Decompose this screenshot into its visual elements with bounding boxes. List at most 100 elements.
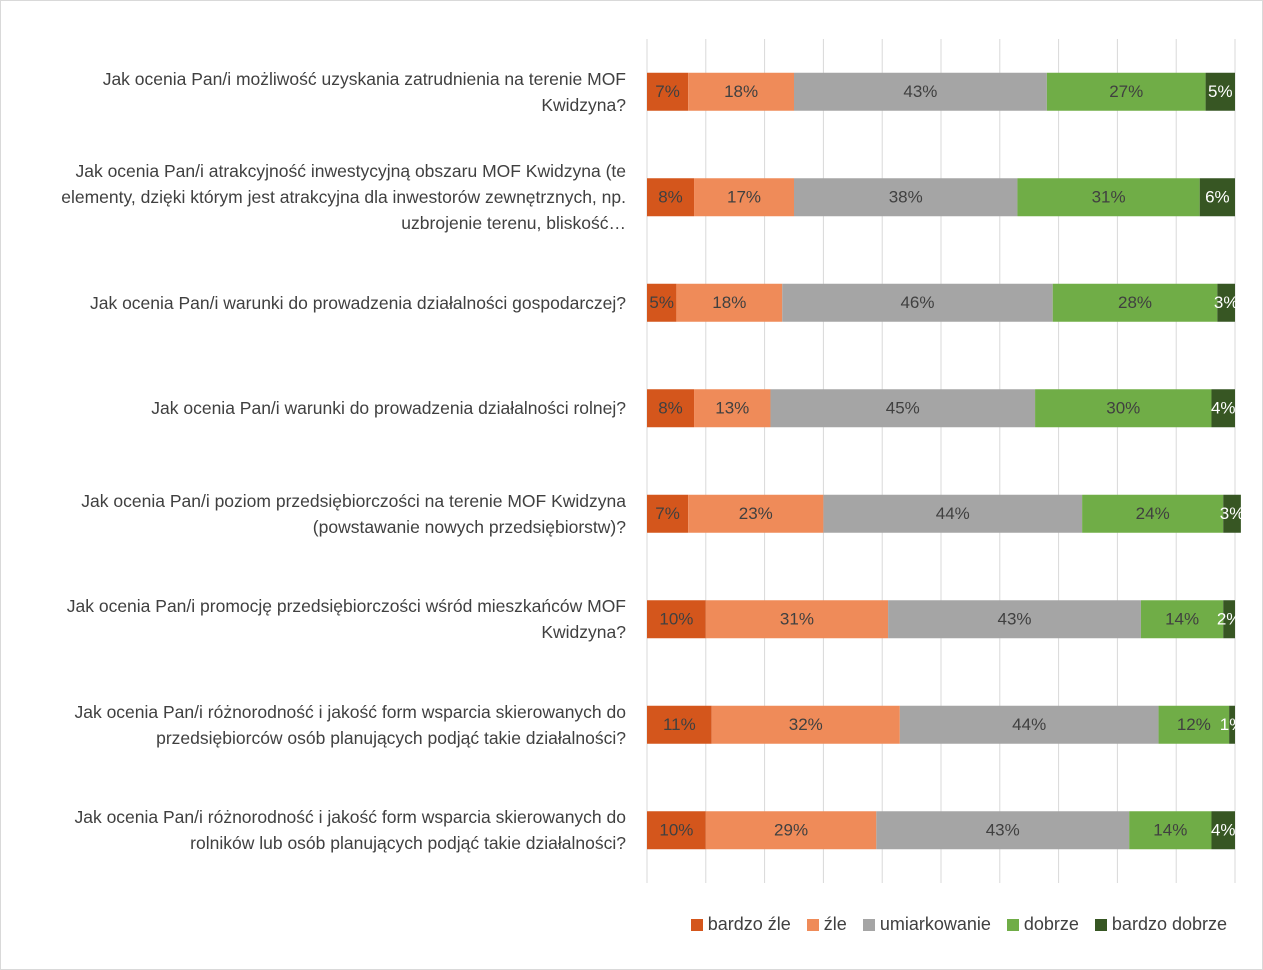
value-label: 29% [774,821,808,840]
bar-segment [770,389,1036,428]
bar-segment [647,600,706,639]
bar-segment [647,494,689,533]
bar-segment [711,705,900,744]
value-label: 18% [724,82,758,101]
value-label: 18% [712,293,746,312]
legend-label: umiarkowanie [879,914,991,934]
value-label: 38% [889,188,923,207]
bar-segment [647,705,712,744]
legend: bardzo źle źle umiarkowanie dobrze bardzo do… [1,914,1262,935]
value-label: 12% [1177,715,1211,734]
bar-segment [1046,72,1206,111]
bar-segment [782,283,1053,322]
value-label: 1% [1220,715,1245,734]
bar-segment [647,72,689,111]
value-label: 43% [986,821,1020,840]
bar-segment [688,494,824,533]
bar-segment [1129,811,1212,850]
bar-segment [888,600,1141,639]
category-label: Jak ocenia Pan/i promocję przedsiębiorcz… [66,596,626,643]
value-label: 24% [1136,504,1170,523]
bar-segment [1035,389,1212,428]
legend-swatch [806,918,819,931]
value-label: 10% [659,821,693,840]
bar-segment [1223,494,1241,533]
value-label: 46% [900,293,934,312]
value-label: 7% [655,82,680,101]
bar-segment [688,72,794,111]
bar-segment [676,283,783,322]
bar-segment [1140,600,1224,639]
value-label: 31% [780,610,814,629]
category-label: Jak ocenia Pan/i atrakcyjność inwestycyj… [61,161,626,234]
legend-item: bardzo źle [690,914,791,935]
bar-segment [876,811,1130,850]
value-label: 17% [727,188,761,207]
legend-label: bardzo źle [707,914,791,934]
value-label: 32% [789,715,823,734]
value-label: 2% [1217,610,1242,629]
bar-segment [694,178,794,217]
bar-segment [1017,178,1200,217]
legend-swatch [1094,918,1107,931]
value-label: 8% [658,188,683,207]
legend-item: dobrze [1006,914,1079,935]
bar-segment [1223,600,1235,639]
bar-segment [1082,494,1224,533]
legend-label: bardzo dobrze [1111,914,1227,934]
value-label: 5% [649,293,674,312]
bar-segment [647,389,695,428]
value-label: 14% [1153,821,1187,840]
value-label: 4% [1211,821,1236,840]
legend-swatch [1006,918,1019,931]
bar-segment [1211,389,1235,428]
category-label: Jak ocenia Pan/i możliwość uzyskania zat… [102,68,626,115]
value-label: 3% [1214,293,1239,312]
bar-segment [1211,811,1235,850]
legend-swatch [690,918,703,931]
bar-segment [1199,178,1235,217]
value-label: 3% [1220,504,1245,523]
value-label: 10% [659,610,693,629]
legend-label: dobrze [1023,914,1079,934]
value-label: 8% [658,399,683,418]
value-label: 43% [997,610,1031,629]
category-label: Jak ocenia Pan/i warunki do prowadzenia … [89,292,626,313]
bar-segment [647,178,695,217]
bar-segment [823,494,1083,533]
category-label: Jak ocenia Pan/i poziom przedsiębiorczoś… [81,490,626,537]
category-label: Jak ocenia Pan/i różnorodność i jakość f… [74,701,626,748]
legend-item: bardzo dobrze [1094,914,1227,935]
bar-segment [705,811,877,850]
bar-segment [794,72,1047,111]
category-label: Jak ocenia Pan/i różnorodność i jakość f… [74,807,626,854]
legend-swatch [862,918,875,931]
bar-segment [1229,705,1235,744]
value-label: 27% [1109,82,1143,101]
value-label: 44% [936,504,970,523]
bar-segment [647,811,706,850]
value-label: 6% [1205,188,1230,207]
legend-item: źle [806,914,847,935]
value-label: 13% [715,399,749,418]
value-label: 43% [903,82,937,101]
legend-label: źle [823,914,847,934]
value-label: 31% [1092,188,1126,207]
value-label: 28% [1118,293,1152,312]
bar-segment [1158,705,1230,744]
bar-segment [705,600,889,639]
value-label: 30% [1106,399,1140,418]
value-label: 11% [663,715,696,734]
bar-segment [694,389,771,428]
value-label: 44% [1012,715,1046,734]
category-label: Jak ocenia Pan/i warunki do prowadzenia … [151,398,626,419]
legend-item: umiarkowanie [862,914,991,935]
bar-segment [899,705,1159,744]
bar-segment [1205,72,1235,111]
bar-segment [1217,283,1235,322]
value-label: 45% [886,399,920,418]
value-label: 4% [1211,399,1236,418]
value-label: 23% [739,504,773,523]
value-label: 14% [1165,610,1199,629]
